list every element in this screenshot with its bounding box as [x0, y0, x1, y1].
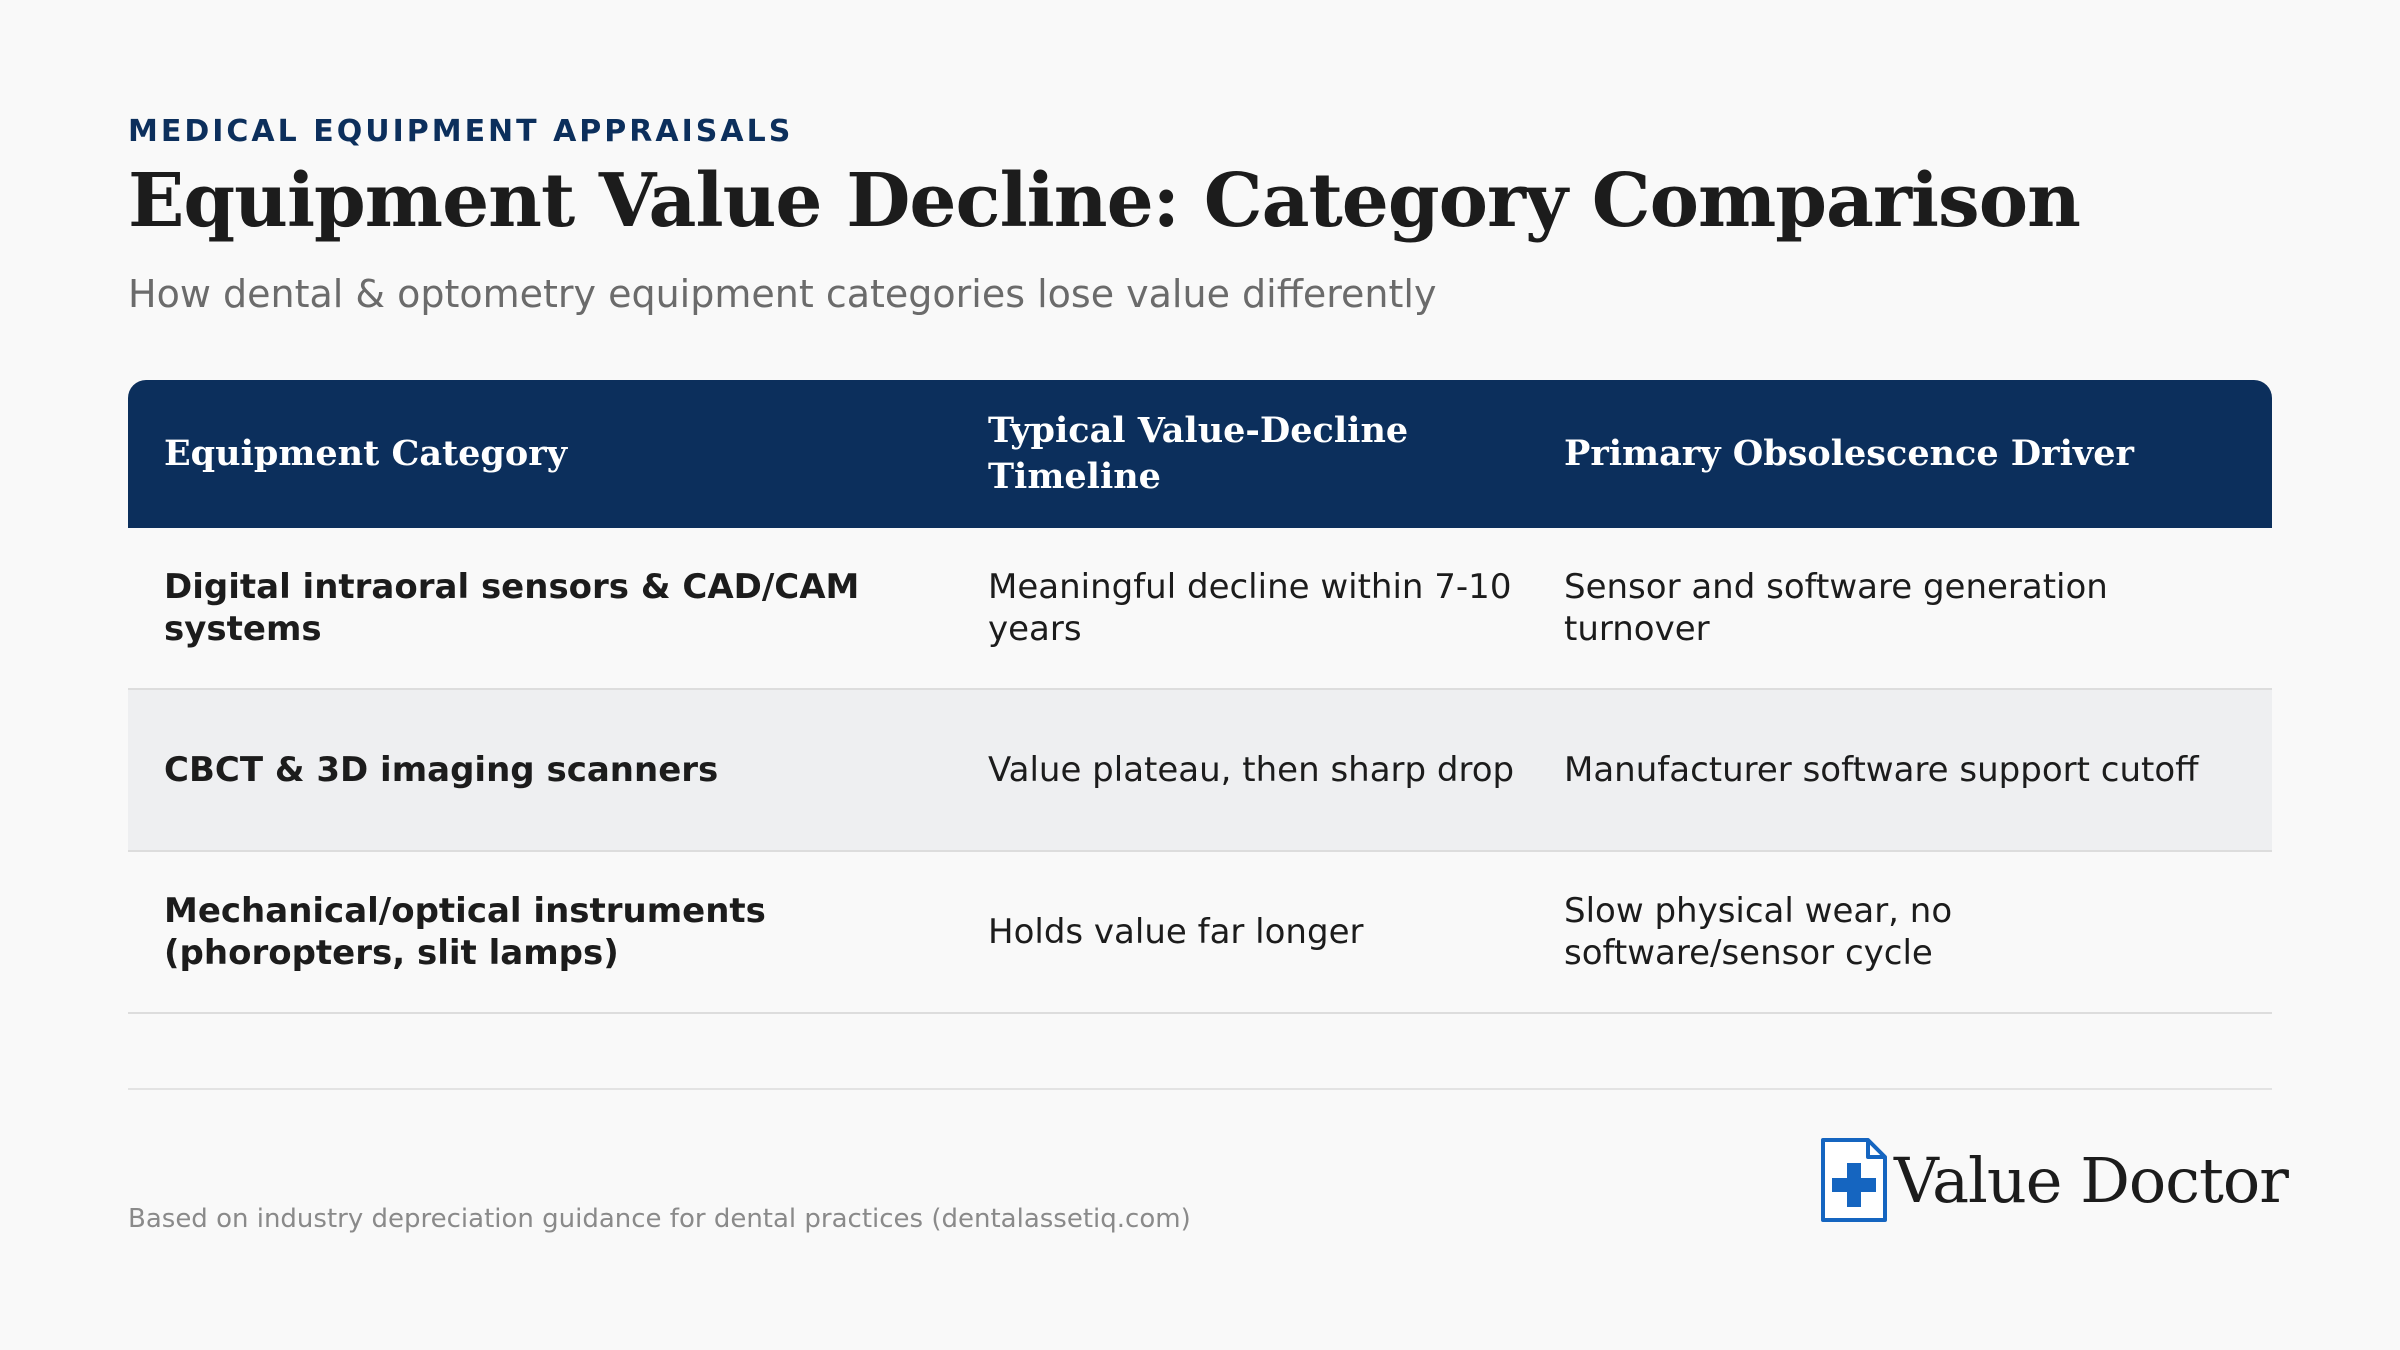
footer-divider — [128, 1088, 2272, 1090]
logo-text: Value Doctor — [1894, 1143, 2289, 1217]
cell-timeline: Holds value far longer — [988, 912, 1364, 952]
cell-category: CBCT & 3D imaging scanners — [164, 750, 719, 790]
column-header-category: Equipment Category — [164, 433, 568, 474]
cell-driver: Manufacturer software support cutoff — [1564, 750, 2199, 790]
comparison-table: Equipment Category Typical Value-Decline… — [128, 380, 2272, 1014]
cell-category: Digital intraoral sensors & CAD/CAM syst… — [164, 567, 860, 649]
cell-driver: Slow physical wear, no software/sensor c… — [1564, 891, 1953, 973]
table-header: Equipment Category Typical Value-Decline… — [128, 380, 2272, 528]
table-row: CBCT & 3D imaging scanners Value plateau… — [128, 690, 2272, 852]
page-subtitle: How dental & optometry equipment categor… — [128, 272, 1437, 316]
document-cross-icon — [1821, 1138, 1887, 1222]
page-title: Equipment Value Decline: Category Compar… — [128, 158, 2081, 244]
cell-driver: Sensor and software generation turnover — [1564, 567, 2108, 649]
eyebrow-label: MEDICAL EQUIPMENT APPRAISALS — [128, 114, 794, 149]
column-header-driver: Primary Obsolescence Driver — [1564, 433, 2134, 474]
value-doctor-logo: Value Doctor — [1820, 1136, 2289, 1224]
table-row: Mechanical/optical instruments (phoropte… — [128, 852, 2272, 1014]
source-note: Based on industry depreciation guidance … — [128, 1204, 1191, 1234]
column-header-timeline: Typical Value-Decline Timeline — [988, 410, 1409, 497]
table-row: Digital intraoral sensors & CAD/CAM syst… — [128, 528, 2272, 690]
cell-timeline: Meaningful decline within 7-10 years — [988, 567, 1512, 649]
cell-timeline: Value plateau, then sharp drop — [988, 750, 1515, 790]
cell-category: Mechanical/optical instruments (phoropte… — [164, 891, 766, 973]
